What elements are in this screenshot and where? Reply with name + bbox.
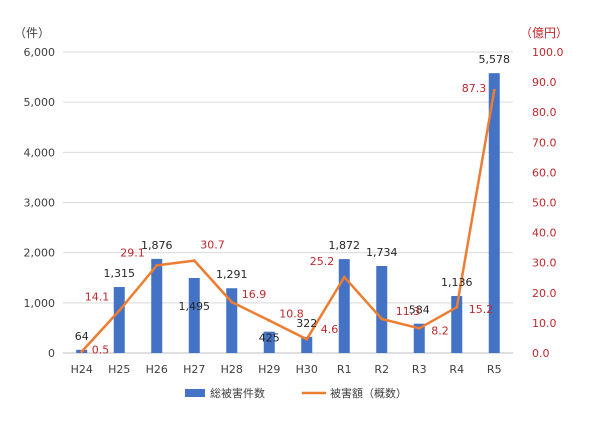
- category-label: H27: [183, 363, 205, 376]
- left-tick-label: 0: [48, 347, 55, 360]
- left-tick-label: 3,000: [24, 197, 56, 210]
- line-point: [342, 275, 346, 279]
- line-value-label: 8.2: [431, 324, 449, 337]
- category-label: H24: [71, 363, 93, 376]
- bar: [113, 287, 125, 353]
- line-data-labels: 0.5 14.1 29.1 30.7 16.9 10.8 4.6 25.2 11.3 8.2 15.…: [85, 82, 494, 356]
- line-value-label: 15.2: [469, 303, 494, 316]
- line-point: [80, 349, 84, 353]
- right-tick-label: 80.0: [532, 106, 557, 119]
- category-axis: H24 H25 H26 H27 H28 H29 H30 R1 R2 R3 R4 R5: [71, 363, 502, 376]
- bar: [413, 323, 425, 353]
- right-tick-label: 50.0: [532, 197, 557, 210]
- bar-value-label: 5,578: [479, 53, 511, 66]
- bar-value-label: 1,872: [329, 239, 361, 252]
- category-label: R3: [412, 363, 427, 376]
- right-tick-label: 10.0: [532, 317, 557, 330]
- right-tick-label: 40.0: [532, 227, 557, 240]
- bar: [188, 278, 200, 353]
- line-value-label: 87.3: [462, 82, 487, 95]
- line-value-label: 10.8: [279, 307, 304, 320]
- bar-value-label: 584: [409, 304, 430, 317]
- right-tick-label: 70.0: [532, 136, 557, 149]
- legend: 総被害件数 被害額（概数）: [185, 386, 407, 400]
- line-path: [80, 89, 496, 353]
- legend-bar-swatch: [185, 389, 205, 397]
- bar-value-label: 1,876: [141, 239, 173, 252]
- line-value-label: 14.1: [85, 291, 110, 304]
- category-label: H26: [146, 363, 168, 376]
- line-value-label: 4.6: [321, 323, 339, 336]
- bar-value-label: 1,315: [104, 267, 136, 280]
- line-point: [230, 300, 234, 304]
- right-tick-label: 90.0: [532, 76, 557, 89]
- left-tick-label: 4,000: [24, 146, 56, 159]
- line-value-label: 30.7: [200, 239, 225, 252]
- line-value-label: 11.3: [396, 305, 421, 318]
- line-point: [455, 305, 459, 309]
- line-point: [305, 337, 309, 341]
- right-tick-label: 0.0: [532, 347, 550, 360]
- right-tick-label: 60.0: [532, 166, 557, 179]
- category-label: H28: [221, 363, 243, 376]
- bar: [488, 73, 500, 353]
- right-tick-label: 30.0: [532, 257, 557, 270]
- category-label: R4: [449, 363, 464, 376]
- bar-value-label: 322: [296, 317, 317, 330]
- line-point: [117, 309, 121, 313]
- left-axis-ticks: 0 1,000 2,000 3,000 4,000 5,000 6,000: [24, 46, 56, 360]
- line-point: [267, 318, 271, 322]
- line-point: [192, 259, 196, 263]
- bar: [376, 266, 388, 353]
- bar-series: [76, 73, 500, 353]
- right-tick-label: 100.0: [532, 46, 564, 59]
- bar: [151, 258, 163, 353]
- bar-value-label: 1,291: [216, 268, 248, 281]
- line-value-label: 29.1: [120, 246, 145, 259]
- bar-value-label: 1,136: [441, 276, 473, 289]
- left-tick-label: 1,000: [24, 297, 56, 310]
- gridlines: [63, 51, 513, 354]
- bar: [263, 331, 275, 353]
- legend-bar-label: 総被害件数: [210, 386, 265, 400]
- bar-value-label: 1,495: [179, 300, 211, 313]
- line-point: [492, 88, 496, 92]
- bar-value-label: 64: [75, 330, 89, 343]
- bar: [301, 336, 313, 353]
- left-tick-label: 2,000: [24, 247, 56, 260]
- bar: [338, 259, 350, 353]
- bar-value-label: 425: [259, 332, 280, 345]
- category-label: R2: [374, 363, 389, 376]
- category-label: R1: [337, 363, 352, 376]
- left-tick-label: 5,000: [24, 96, 56, 109]
- line-point: [417, 326, 421, 330]
- line-value-label: 25.2: [310, 255, 335, 268]
- line-value-label: 16.9: [242, 288, 267, 301]
- line-series: [80, 88, 496, 353]
- left-axis-unit: （件）: [14, 26, 50, 40]
- right-tick-label: 20.0: [532, 287, 557, 300]
- line-point: [155, 263, 159, 267]
- left-tick-label: 6,000: [24, 46, 56, 59]
- bar: [451, 296, 463, 353]
- category-label: H30: [296, 363, 318, 376]
- category-label: H29: [258, 363, 280, 376]
- bar: [226, 288, 238, 353]
- bar-data-labels: 64 1,315 1,876 1,495 1,291 425 322 1,872 1,734 58…: [75, 53, 510, 345]
- line-point: [380, 317, 384, 321]
- legend-line-label: 被害額（概数）: [330, 386, 407, 400]
- category-label: H25: [108, 363, 130, 376]
- line-value-label: 0.5: [92, 343, 110, 356]
- right-axis-unit: （億円）: [520, 26, 568, 40]
- right-axis-ticks: 0.0 10.0 20.0 30.0 40.0 50.0 60.0 70.0 80.0 90.0 1…: [532, 46, 564, 360]
- bar-value-label: 1,734: [366, 246, 398, 259]
- category-label: R5: [487, 363, 502, 376]
